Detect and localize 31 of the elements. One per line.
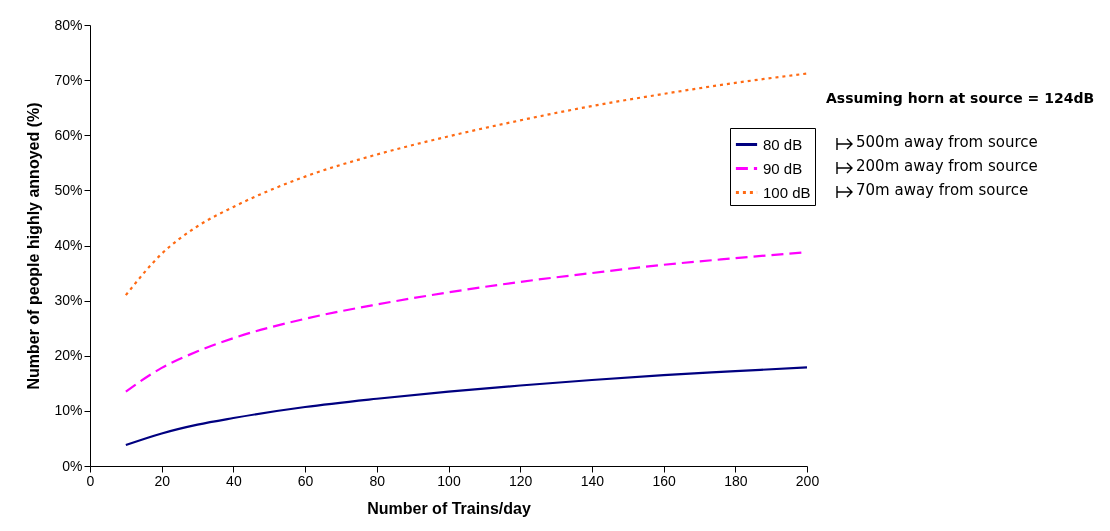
text: Assuming horn at source = 124dB [826, 90, 1095, 106]
y-tick-label: 30% [54, 292, 83, 309]
text: 70m away from source [856, 181, 1029, 199]
x-tick-label: 140 [580, 472, 605, 489]
y-tick-label: 10% [54, 402, 83, 419]
x-tick-label: 160 [652, 472, 676, 489]
x-tick-label: 180 [724, 472, 748, 489]
y-tick-label: 50% [54, 181, 83, 198]
y-tick-label: 70% [54, 71, 83, 88]
y-tick-label: 40% [54, 237, 83, 253]
x-tick-label: 0 [86, 472, 95, 489]
y-tick-label: 20% [54, 347, 83, 364]
y-tick-label: 0% [62, 457, 83, 474]
legend-label: 80 dB [763, 135, 803, 153]
x-tick-label: 80 [369, 472, 386, 489]
line-series [124, 366, 809, 447]
legend-label: 100 dB [763, 183, 811, 201]
x-tick-label: 20 [154, 472, 171, 489]
x-axis-title: Number of Trains/day [367, 499, 531, 517]
text: 500m away from source [856, 133, 1038, 151]
y-tick-label: 80% [54, 16, 83, 33]
x-tick-label: 100 [437, 472, 461, 489]
x-tick-label: 120 [509, 472, 533, 489]
x-tick-label: 60 [297, 472, 314, 489]
x-tick-label: 40 [226, 472, 242, 489]
y-tick-label: 60% [54, 126, 83, 143]
legend-label: 90 dB [763, 159, 803, 177]
y-axis-title: Number of people highly annoyed (%) [25, 102, 43, 390]
text: 200m away from source [856, 157, 1038, 175]
line-series [124, 72, 809, 297]
x-tick-label: 200 [795, 472, 820, 489]
